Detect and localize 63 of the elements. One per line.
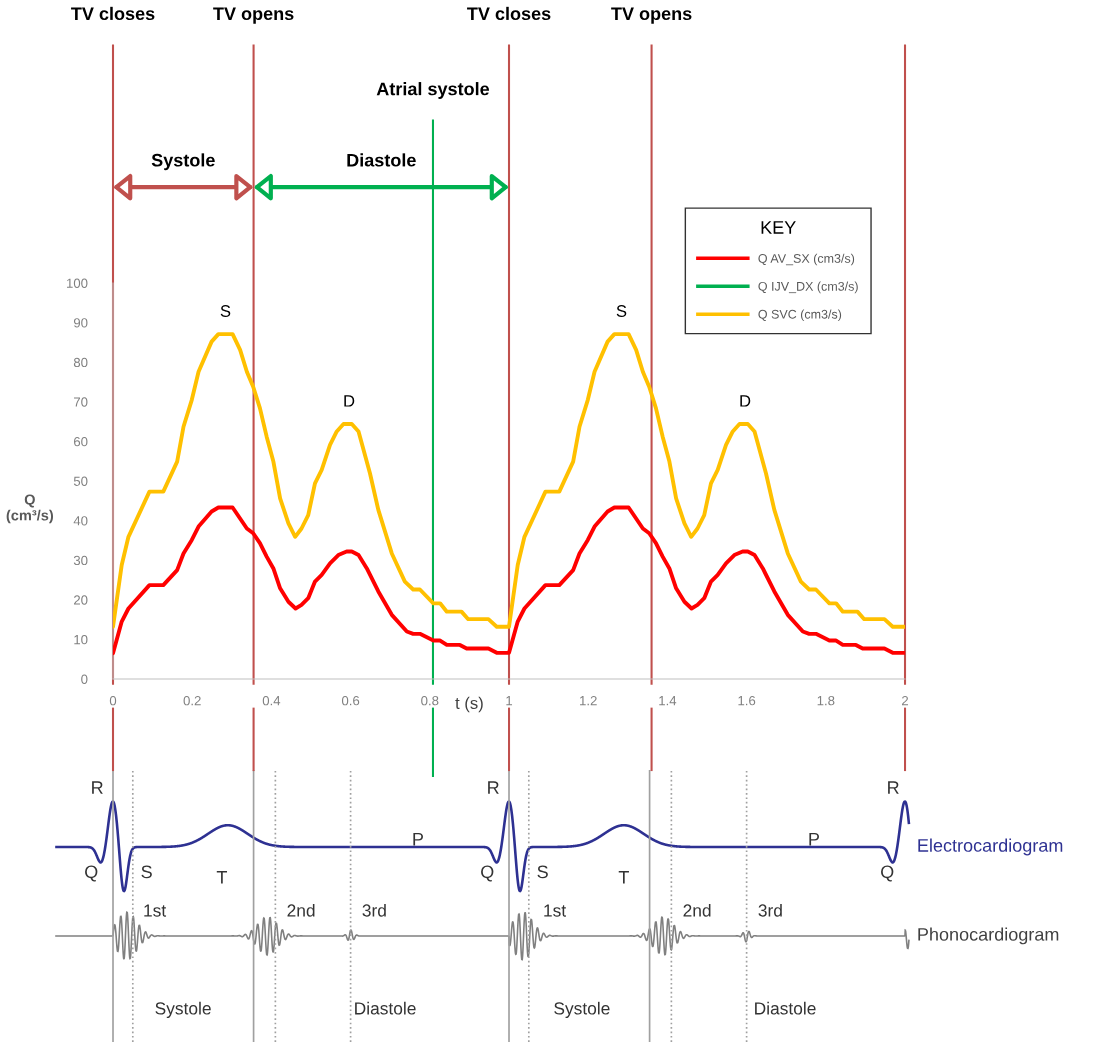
text: P [809,833,819,846]
y-tick-label: 20 [73,595,88,605]
y-tick-label: 90 [73,318,88,328]
text: P [413,833,423,846]
x-tick-label: 0.4 [262,695,281,706]
annotation: S [220,305,231,317]
y-tick-label: 60 [74,436,88,447]
y-axis-title: Q (cm³/s) [6,494,54,524]
text: Diastole [347,153,416,167]
y-tick-label: 10 [74,634,88,645]
text: 3rd [758,903,782,917]
text: Phonocardiogram [918,927,1059,945]
y-tick-label: 50 [73,476,88,486]
legend-title: KEY [761,221,796,234]
x-tick-label: 0.2 [183,695,201,706]
text: Q [85,865,98,882]
text: T [618,871,629,884]
text: R [888,781,899,794]
text: 1st [544,904,566,917]
text: S [537,865,548,879]
text: T [216,871,228,884]
text: 1st [144,904,167,917]
text: Diastole [755,1001,816,1015]
x-tick-label: 1 [506,696,513,706]
text: Q [881,865,894,882]
x-tick-label: 0.6 [341,695,360,706]
y-tick-label: 30 [73,555,88,566]
x-tick-label: 2 [902,695,909,706]
ref-line-label: TV closes [467,6,551,21]
text: R [92,781,103,794]
x-tick-label: 0.8 [421,695,439,706]
annotation: D [344,395,355,407]
text: 2nd [287,903,315,917]
text: 2nd [683,903,711,917]
text: Systole [155,1001,211,1018]
text: Systole [554,1001,610,1018]
y-tick-label: 0 [81,674,88,684]
legend-label: Q IJV_DX (cm3/s) [758,281,858,294]
y-tick-label: 80 [73,357,88,368]
text: R [488,781,499,794]
ref-line-label: Atrial systole [376,82,490,99]
text: 3rd [362,903,386,917]
x-axis-title: t (s) [455,696,483,713]
ref-line-label: TV opens [213,7,294,24]
ref-line-label: TV closes [71,6,155,21]
y-tick-label: 70 [74,397,88,407]
text: Electrocardiogram [918,838,1063,856]
y-tick-label: 100 [67,278,88,288]
x-tick-label: 1.6 [738,695,756,706]
x-tick-label: 1.4 [659,696,677,706]
legend-label: Q SVC (cm3/s) [758,309,842,322]
annotation: S [616,305,627,317]
ref-line-label: TV opens [611,7,692,24]
annotation: D [740,395,751,407]
text: Diastole [355,1001,416,1015]
y-tick-label: 40 [73,516,88,526]
legend-label: Q AV_SX (cm3/s) [758,253,855,266]
text: Q [481,865,494,882]
x-tick-label: 1.2 [580,695,597,706]
x-tick-label: 0 [109,695,117,706]
text: S [141,865,152,879]
text: Systole [151,153,215,171]
x-tick-label: 1.8 [817,695,835,706]
